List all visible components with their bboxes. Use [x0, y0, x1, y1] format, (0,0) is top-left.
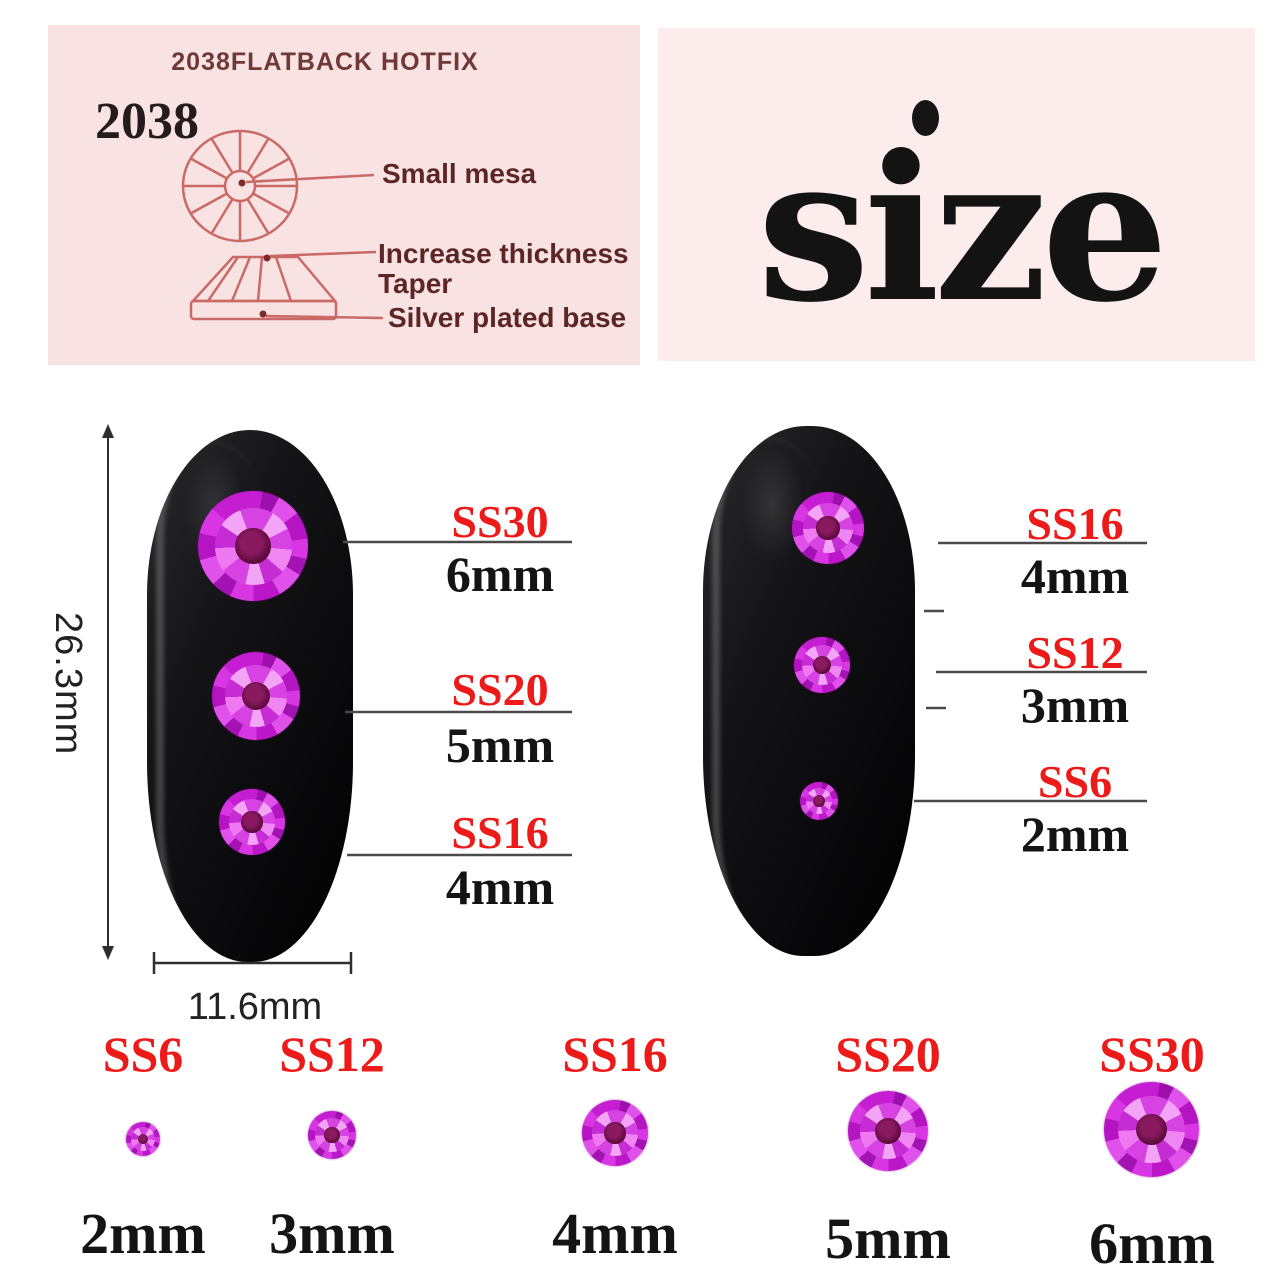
chart-code: SS16 — [562, 1026, 668, 1082]
rhinestone-ss16 — [792, 492, 864, 564]
callout-size: 3mm — [1020, 677, 1130, 733]
callout-code: SS16 — [1026, 498, 1124, 549]
rhinestone-ss20 — [212, 652, 300, 740]
label-small-mesa: Small mesa — [382, 158, 537, 189]
size-title: size — [757, 112, 1168, 347]
callout-size: 4mm — [445, 859, 555, 915]
chart-code: SS6 — [102, 1026, 184, 1082]
rhinestone-ss12 — [794, 637, 850, 693]
chart-code: SS12 — [279, 1026, 385, 1082]
callout-size: 2mm — [1020, 806, 1130, 862]
chart-stone-ss30 — [1104, 1082, 1199, 1177]
chart-stone-ss16 — [582, 1100, 648, 1166]
model-number: 2038 — [95, 93, 199, 150]
rhinestone-ss16 — [219, 789, 285, 855]
chart-code: SS20 — [835, 1026, 941, 1082]
spec-panel — [48, 25, 640, 365]
dimension-arrow-down — [102, 946, 114, 960]
chart-size: 5mm — [825, 1206, 951, 1271]
nail-width-dimension: 11.6mm — [187, 986, 323, 1028]
dimension-arrow-up — [102, 424, 114, 438]
chart-size: 3mm — [269, 1201, 395, 1266]
callout-code: SS30 — [451, 496, 549, 547]
rhinestone-ss6 — [800, 782, 838, 820]
label-taper: Taper — [378, 268, 453, 299]
callout-size: 4mm — [1020, 548, 1130, 604]
spec-panel-title: 2038FLATBACK HOTFIX — [171, 48, 479, 76]
callout-size: 5mm — [445, 717, 555, 773]
chart-stone-ss20 — [848, 1091, 928, 1171]
callout-code: SS20 — [451, 664, 549, 715]
label-silver-plated-base: Silver plated base — [388, 302, 627, 333]
rhinestone-ss30 — [198, 491, 308, 601]
callout-code: SS6 — [1037, 756, 1113, 807]
chart-size: 2mm — [80, 1201, 206, 1266]
size-panel — [658, 28, 1255, 361]
size-title-dot — [912, 100, 939, 136]
label-increase-thickness: Increase thickness — [378, 238, 629, 269]
chart-size: 6mm — [1089, 1211, 1215, 1276]
callout-size: 6mm — [445, 546, 555, 602]
callout-code: SS12 — [1026, 627, 1124, 678]
chart-size: 4mm — [552, 1201, 678, 1266]
chart-stone-ss6 — [126, 1122, 160, 1156]
nail-height-dimension: 26.3mm — [47, 612, 89, 756]
chart-code: SS30 — [1099, 1026, 1205, 1082]
chart-stone-ss12 — [308, 1111, 356, 1159]
callout-code: SS16 — [451, 807, 549, 858]
